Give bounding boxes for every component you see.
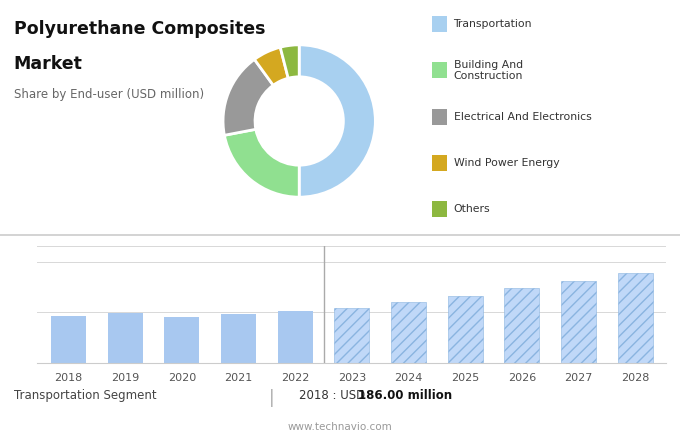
Text: Market: Market <box>14 55 82 73</box>
Bar <box>447 296 483 363</box>
Wedge shape <box>224 129 299 197</box>
Text: www.technavio.com: www.technavio.com <box>288 422 392 433</box>
Text: Electrical And Electronics: Electrical And Electronics <box>454 112 592 121</box>
Text: 2018 : USD: 2018 : USD <box>299 389 369 403</box>
Bar <box>165 317 199 363</box>
Text: Polyurethane Composites: Polyurethane Composites <box>14 20 265 38</box>
Wedge shape <box>299 45 375 197</box>
Wedge shape <box>254 47 288 85</box>
Bar <box>51 316 86 363</box>
Text: Building And
Construction: Building And Construction <box>454 59 523 81</box>
Bar <box>617 273 653 363</box>
Text: Wind Power Energy: Wind Power Energy <box>454 158 559 168</box>
Bar <box>391 302 426 363</box>
Text: |: | <box>269 389 275 407</box>
Text: 186.00 million: 186.00 million <box>358 389 452 403</box>
Text: Share by End-user (USD million): Share by End-user (USD million) <box>14 88 204 101</box>
Text: Transportation Segment: Transportation Segment <box>14 389 156 403</box>
Bar <box>221 315 256 363</box>
Bar <box>335 308 369 363</box>
Bar <box>505 289 539 363</box>
Wedge shape <box>223 59 273 135</box>
Text: Transportation: Transportation <box>454 19 532 29</box>
Bar <box>107 313 143 363</box>
Text: Others: Others <box>454 204 490 214</box>
Wedge shape <box>280 45 299 78</box>
Bar <box>277 311 313 363</box>
Bar <box>561 281 596 363</box>
